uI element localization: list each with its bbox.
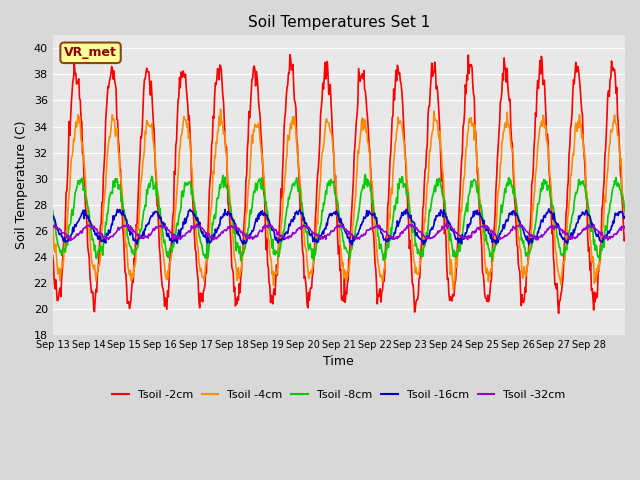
Tsoil -8cm [431,189,439,195]
Tsoil -16cm [49,215,56,221]
Line: Tsoil -4cm: Tsoil -4cm [52,109,625,290]
Tsoil -4cm [431,117,438,122]
Tsoil -4cm [399,128,406,134]
Tsoil -32cm [272,227,280,232]
Tsoil -8cm [116,184,124,190]
Tsoil -8cm [237,258,244,264]
Tsoil -16cm [348,242,356,248]
Tsoil -4cm [449,287,457,293]
Tsoil -16cm [250,228,257,233]
Tsoil -4cm [116,168,124,174]
Line: Tsoil -16cm: Tsoil -16cm [52,209,625,245]
Line: Tsoil -8cm: Tsoil -8cm [52,175,625,261]
Tsoil -16cm [621,214,629,219]
Tsoil -8cm [221,174,229,180]
Tsoil -32cm [49,225,56,231]
Tsoil -16cm [399,213,406,218]
Tsoil -4cm [272,270,280,276]
Tsoil -2cm [116,165,124,170]
Line: Tsoil -2cm: Tsoil -2cm [52,55,625,313]
Tsoil -4cm [49,223,56,229]
Tsoil -2cm [49,252,56,258]
Tsoil -4cm [217,106,225,112]
Tsoil -8cm [250,188,258,194]
Tsoil -8cm [621,208,629,214]
Tsoil -8cm [362,172,369,178]
Legend: Tsoil -2cm, Tsoil -4cm, Tsoil -8cm, Tsoil -16cm, Tsoil -32cm: Tsoil -2cm, Tsoil -4cm, Tsoil -8cm, Tsoi… [108,385,570,404]
Tsoil -32cm [250,235,258,240]
Tsoil -16cm [221,206,229,212]
Tsoil -2cm [431,59,438,65]
Tsoil -16cm [545,206,553,212]
Tsoil -2cm [250,65,257,71]
Tsoil -16cm [116,207,124,213]
X-axis label: Time: Time [323,355,354,368]
Tsoil -32cm [431,234,438,240]
Tsoil -2cm [286,52,294,58]
Tsoil -2cm [621,234,629,240]
Tsoil -32cm [222,228,230,234]
Tsoil -4cm [250,129,258,134]
Tsoil -16cm [431,216,438,222]
Tsoil -32cm [443,220,451,226]
Y-axis label: Soil Temperature (C): Soil Temperature (C) [15,121,28,250]
Tsoil -16cm [271,236,279,241]
Title: Soil Temperatures Set 1: Soil Temperatures Set 1 [248,15,430,30]
Tsoil -8cm [399,184,407,190]
Tsoil -32cm [399,230,406,236]
Tsoil -2cm [399,100,406,106]
Tsoil -32cm [621,224,629,229]
Tsoil -2cm [271,292,279,298]
Text: VR_met: VR_met [64,46,117,60]
Tsoil -8cm [49,207,56,213]
Tsoil -8cm [272,248,280,253]
Tsoil -4cm [222,150,230,156]
Tsoil -32cm [116,225,124,230]
Tsoil -2cm [555,311,563,316]
Tsoil -4cm [621,212,629,217]
Tsoil -2cm [221,136,229,142]
Line: Tsoil -32cm: Tsoil -32cm [52,223,625,240]
Tsoil -32cm [66,238,74,243]
